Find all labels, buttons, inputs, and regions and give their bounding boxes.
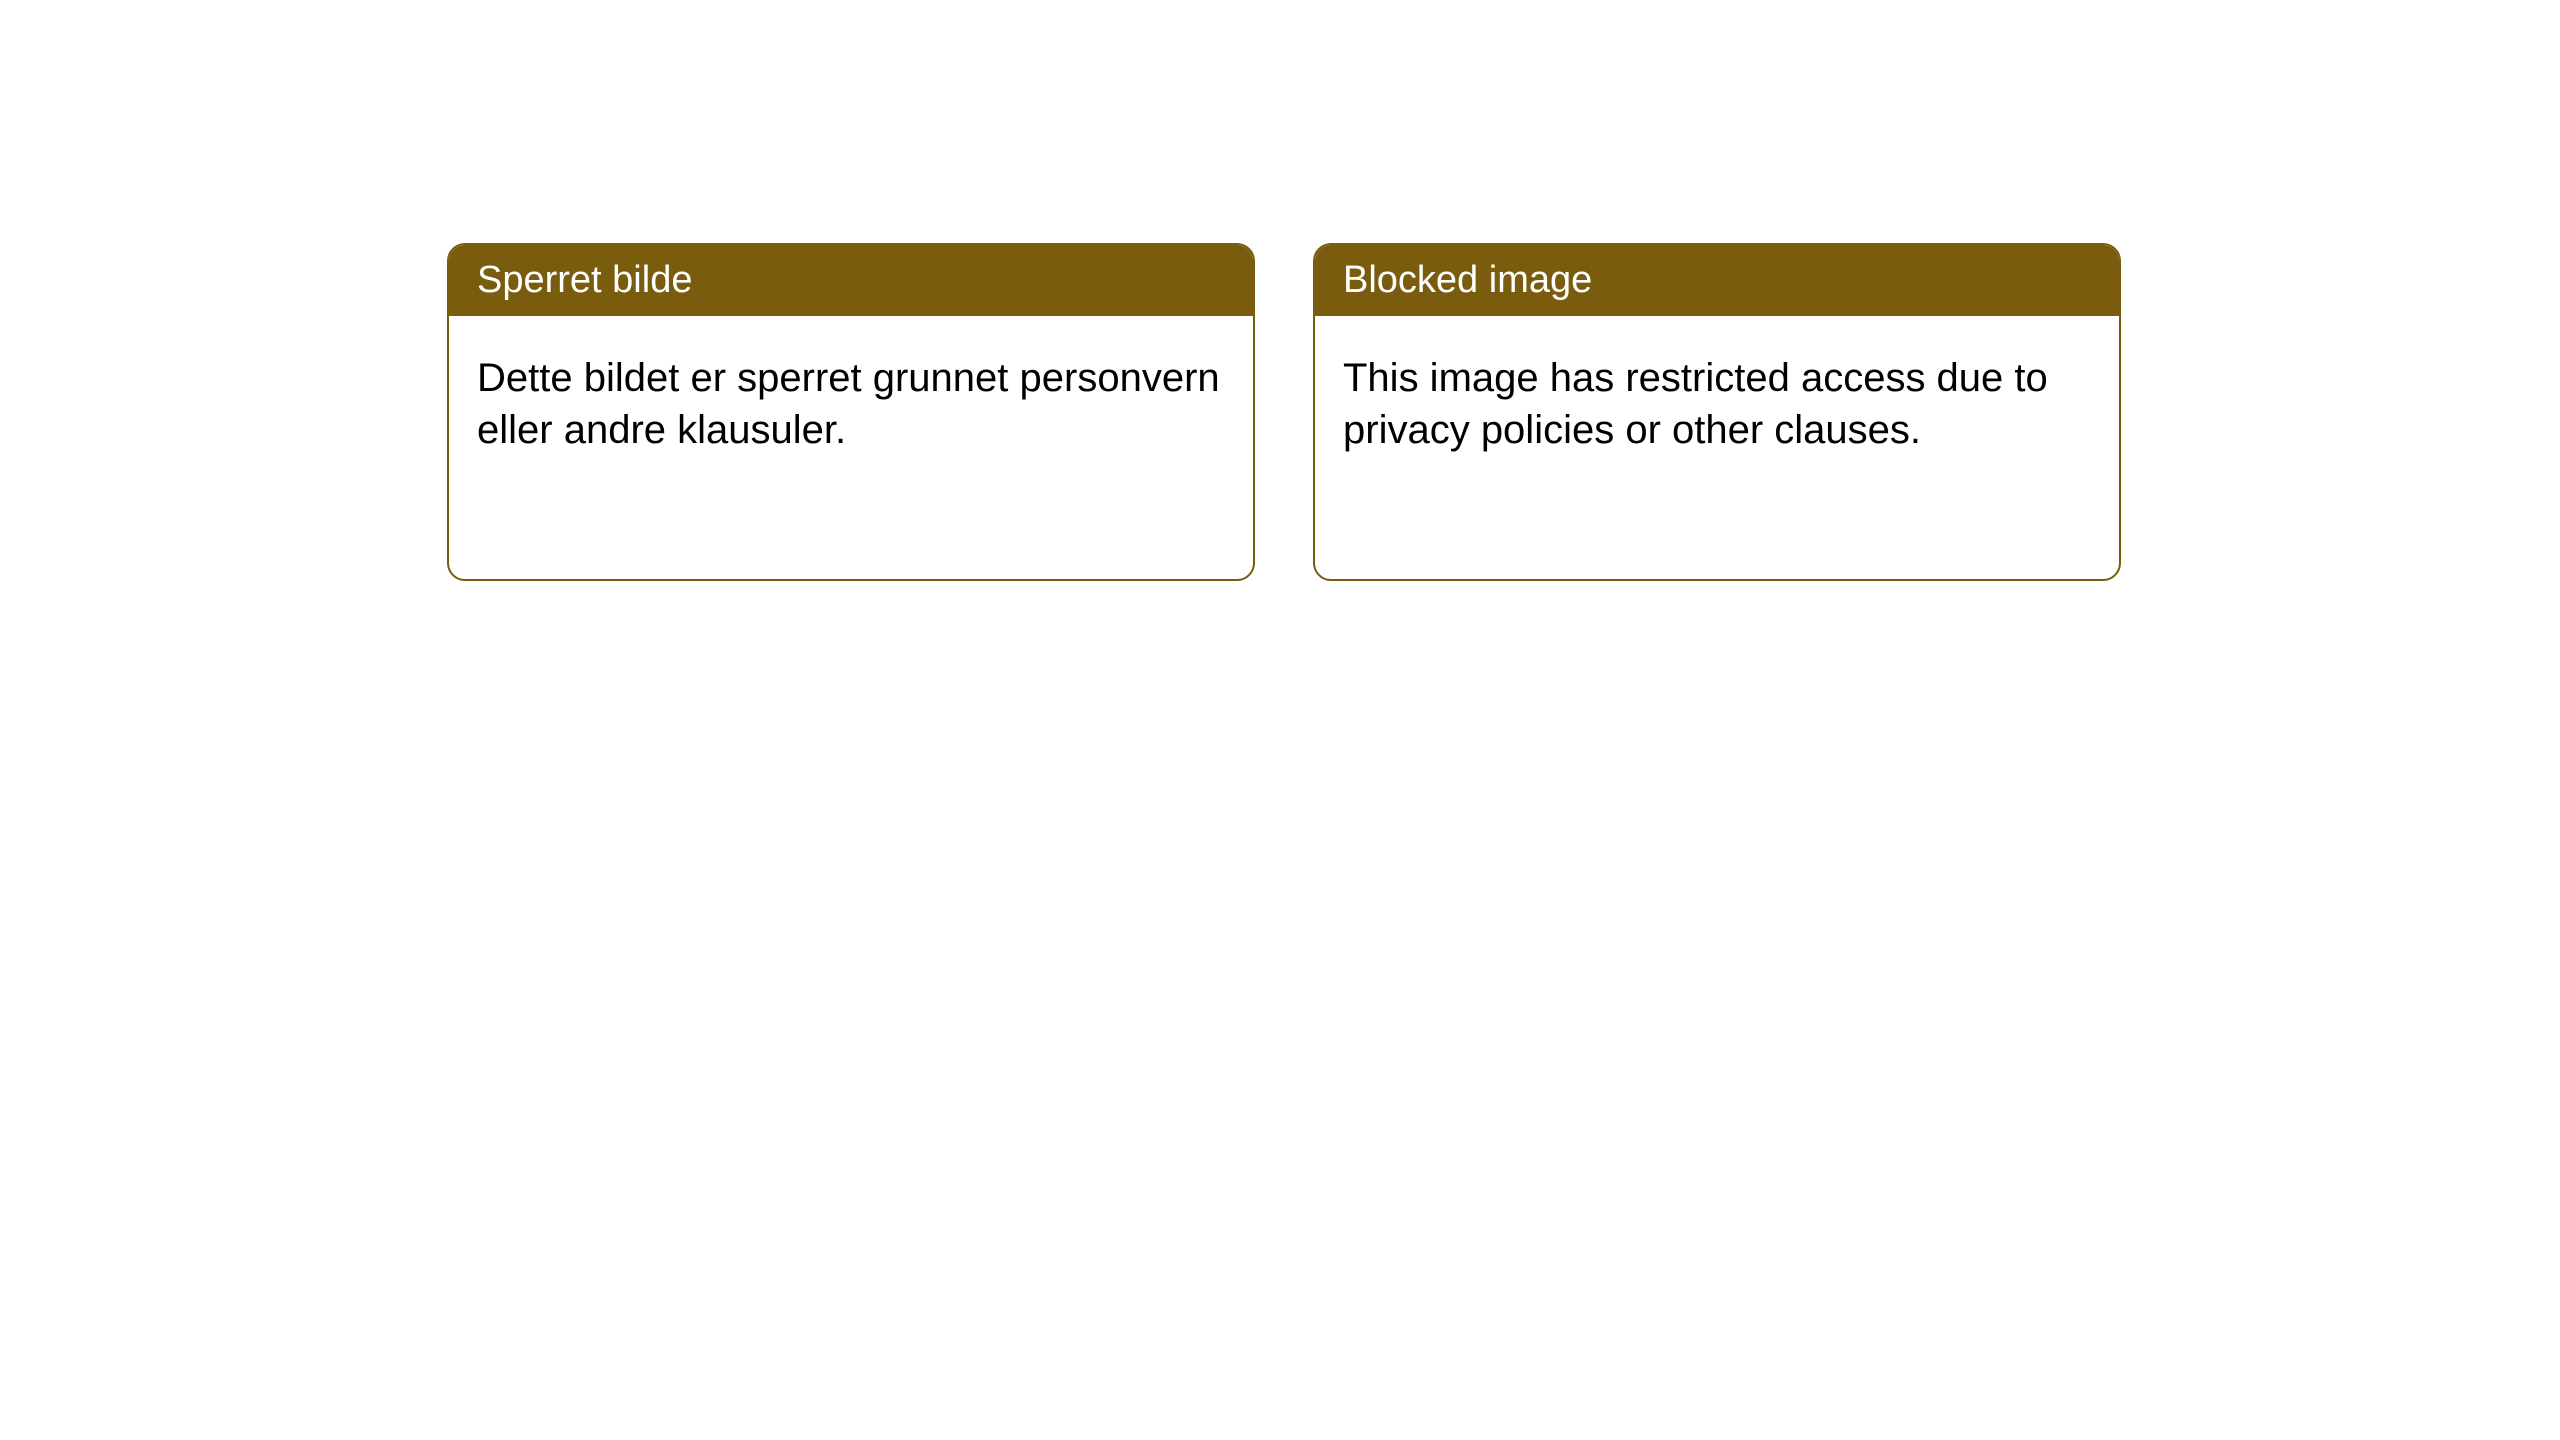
card-title-english: Blocked image (1343, 259, 1592, 301)
card-norwegian: Sperret bilde Dette bildet er sperret gr… (447, 243, 1255, 581)
card-title-norwegian: Sperret bilde (477, 259, 692, 301)
cards-container: Sperret bilde Dette bildet er sperret gr… (447, 243, 2560, 581)
card-body-norwegian: Dette bildet er sperret grunnet personve… (449, 316, 1253, 492)
card-text-norwegian: Dette bildet er sperret grunnet personve… (477, 356, 1220, 452)
card-english: Blocked image This image has restricted … (1313, 243, 2121, 581)
card-text-english: This image has restricted access due to … (1343, 356, 2048, 452)
card-header-norwegian: Sperret bilde (449, 245, 1253, 316)
card-header-english: Blocked image (1315, 245, 2119, 316)
card-body-english: This image has restricted access due to … (1315, 316, 2119, 492)
